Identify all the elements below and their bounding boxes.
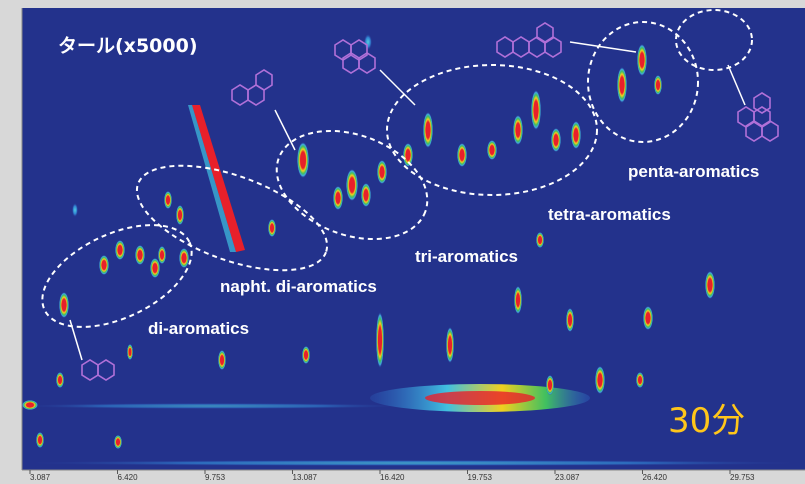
x-tick-label: 23.087	[555, 473, 580, 482]
x-tick-label: 13.087	[293, 473, 318, 482]
x-tick-label: 3.087	[30, 473, 51, 482]
group-label: tri-aromatics	[415, 247, 518, 266]
molecule-icons	[81, 22, 779, 381]
x-tick-label: 19.753	[468, 473, 493, 482]
x-tick-label: 6.420	[118, 473, 139, 482]
group-label: di-aromatics	[148, 319, 249, 338]
group-label: penta-aromatics	[628, 162, 759, 181]
peaks	[22, 34, 805, 466]
group-outlines	[41, 9, 753, 361]
x-tick-label: 16.420	[380, 473, 405, 482]
x-tick-label: 26.420	[643, 473, 668, 482]
x-axis-labels: 3.087 6.420 9.753 13.087 16.420 19.753 23.087 2…	[29, 470, 755, 482]
x-tick-label: 29.753	[730, 473, 755, 482]
x-tick-label: 9.753	[205, 473, 226, 482]
group-label: tetra-aromatics	[548, 205, 671, 224]
title: タール(x5000)	[58, 35, 198, 57]
group-label: napht. di-aromatics	[220, 277, 377, 296]
time-label: 30分	[668, 401, 745, 441]
